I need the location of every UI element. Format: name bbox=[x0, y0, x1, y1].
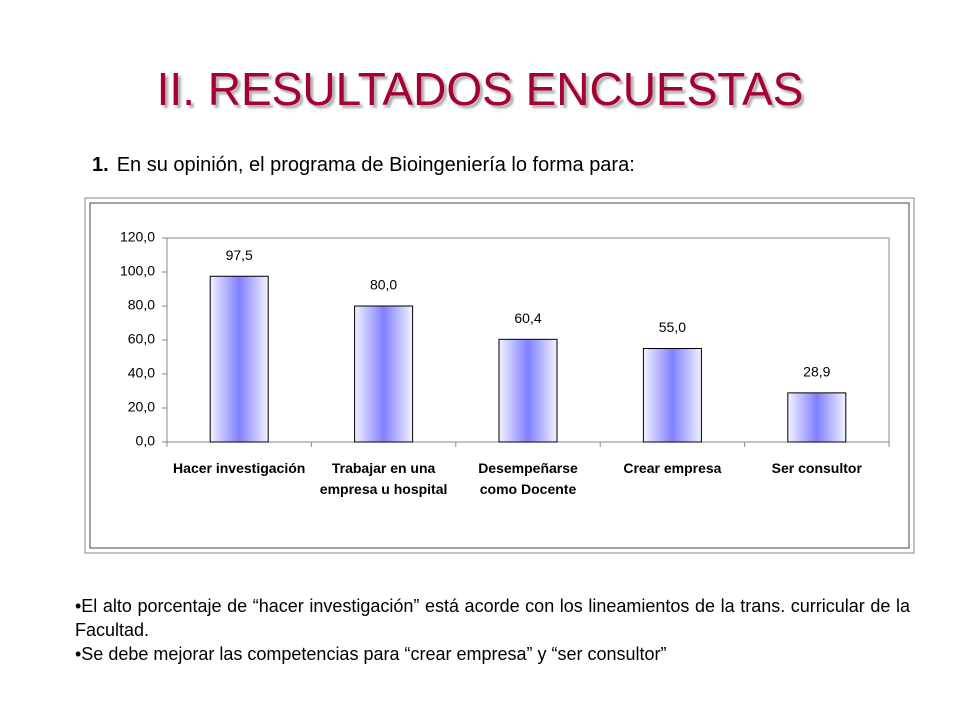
chart-frame-inner bbox=[89, 202, 910, 549]
y-tick-label: 0,0 bbox=[136, 433, 156, 449]
y-tick-label: 80,0 bbox=[128, 297, 155, 313]
data-label: 60,4 bbox=[514, 310, 541, 326]
bar bbox=[787, 392, 847, 443]
y-tick-label: 100,0 bbox=[120, 263, 155, 279]
bar bbox=[642, 348, 702, 443]
x-tick-label: Ser consultor bbox=[771, 460, 862, 476]
bar bbox=[354, 305, 414, 443]
question-text: En su opinión, el programa de Bioingenie… bbox=[116, 154, 635, 176]
question: 1. En su opinión, el programa de Bioingen… bbox=[92, 154, 635, 177]
data-label: 97,5 bbox=[226, 247, 253, 263]
x-tick-label: Hacer investigación bbox=[173, 460, 306, 476]
data-label: 55,0 bbox=[659, 319, 686, 335]
x-tick-label: Crear empresa bbox=[623, 460, 722, 476]
question-number: 1. bbox=[92, 154, 109, 176]
y-tick-label: 20,0 bbox=[128, 399, 155, 415]
data-label: 28,9 bbox=[803, 364, 830, 380]
notes: •El alto porcentaje de “hacer investigac… bbox=[75, 594, 910, 666]
y-tick-label: 40,0 bbox=[128, 365, 155, 381]
note: •El alto porcentaje de “hacer investigac… bbox=[75, 596, 910, 640]
data-label: 80,0 bbox=[370, 277, 397, 293]
x-tick-label: Trabajar en una empresa u hospital bbox=[319, 460, 448, 497]
note: •Se debe mejorar las competencias para “… bbox=[75, 644, 667, 664]
y-tick-label: 120,0 bbox=[120, 229, 155, 245]
slide-title: II. RESULTADOS ENCUESTAS bbox=[156, 63, 804, 115]
bar bbox=[498, 338, 558, 443]
x-tick-label: Desempeñarse como Docente bbox=[478, 460, 578, 497]
bar bbox=[209, 275, 269, 443]
y-tick-label: 60,0 bbox=[128, 331, 155, 347]
